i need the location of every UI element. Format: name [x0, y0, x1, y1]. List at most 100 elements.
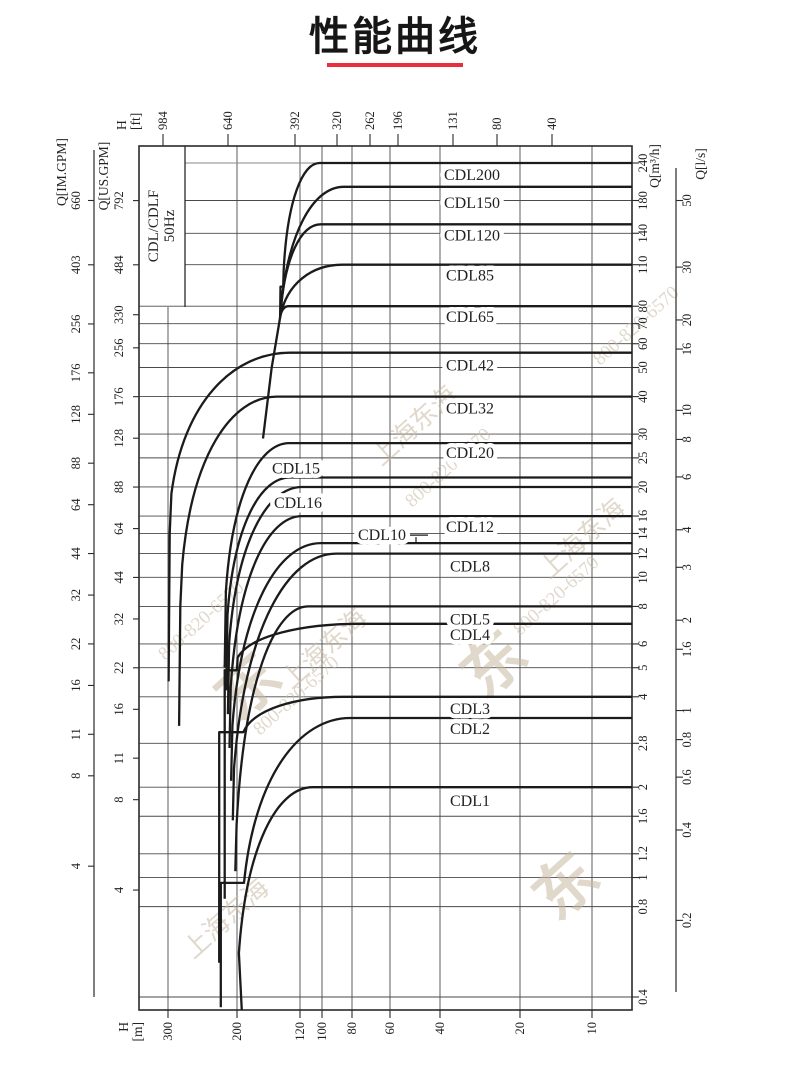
grid-layer — [139, 146, 632, 1010]
svg-text:2: 2 — [680, 617, 694, 623]
svg-text:8: 8 — [112, 797, 126, 803]
svg-text:[m]: [m] — [130, 1022, 145, 1042]
svg-text:1: 1 — [636, 874, 650, 880]
curve-label-CDL16: CDL16 — [274, 495, 322, 512]
axis-left-usgpm: 792 484 330 256 176 128 88 64 44 32 22 16 11 8 4 Q[US.G… — [96, 142, 139, 893]
svg-text:0.4: 0.4 — [636, 988, 650, 1004]
curve-CDL1 — [237, 786, 632, 1010]
svg-text:1.2: 1.2 — [636, 846, 650, 862]
axis-bottom-hm: 300 200 120 100 80 60 40 20 10 H [m] — [116, 1010, 599, 1042]
svg-text:40: 40 — [433, 1022, 447, 1035]
svg-text:16: 16 — [680, 343, 694, 356]
svg-text:88: 88 — [112, 481, 126, 494]
svg-text:10: 10 — [636, 571, 650, 584]
title-underline — [327, 63, 463, 67]
svg-text:Q[US.GPM]: Q[US.GPM] — [96, 142, 111, 211]
svg-text:5: 5 — [636, 665, 650, 671]
corner-box: CDL/CDLF 50Hz — [146, 146, 186, 307]
svg-text:0.6: 0.6 — [680, 769, 694, 785]
page-title: 性能曲线 — [309, 15, 481, 59]
svg-text:60: 60 — [636, 337, 650, 350]
svg-text:640: 640 — [221, 111, 235, 130]
curve-CDL4 — [223, 622, 632, 899]
curve-label-CDL15: CDL15 — [272, 461, 320, 478]
svg-text:128: 128 — [112, 429, 126, 448]
curve-label-CDL4: CDL4 — [450, 627, 490, 644]
svg-text:403: 403 — [69, 255, 83, 274]
svg-text:176: 176 — [112, 387, 126, 406]
svg-text:20: 20 — [636, 481, 650, 494]
svg-text:H: H — [114, 120, 129, 130]
svg-text:0.2: 0.2 — [680, 913, 694, 929]
curve-CDL15 — [225, 476, 632, 691]
svg-text:32: 32 — [69, 589, 83, 602]
curve-CDL3 — [218, 695, 632, 963]
svg-text:256: 256 — [69, 315, 83, 334]
plot-border — [138, 145, 633, 1011]
svg-text:256: 256 — [112, 338, 126, 357]
curve-label-CDL2: CDL2 — [450, 721, 490, 738]
svg-text:Q[l/s]: Q[l/s] — [693, 148, 708, 180]
svg-text:4: 4 — [112, 886, 126, 893]
svg-text:Q[m³/h]: Q[m³/h] — [647, 144, 662, 188]
curve-label-CDL120: CDL120 — [444, 227, 500, 244]
svg-text:11: 11 — [112, 752, 126, 764]
svg-text:44: 44 — [69, 547, 83, 560]
svg-text:22: 22 — [69, 638, 83, 651]
watermark-text: 东 — [520, 840, 612, 933]
axis-top-hft: 984 640 392 320 262 196 131 80 40 H [ft] — [114, 111, 559, 146]
curve-label-CDL85: CDL85 — [446, 268, 494, 285]
svg-text:16: 16 — [636, 510, 650, 523]
svg-text:1: 1 — [680, 707, 694, 713]
axis-right-m3h: 2401801401108070605040302520161412108654… — [632, 144, 662, 1005]
svg-text:4: 4 — [69, 862, 83, 869]
svg-text:792: 792 — [112, 191, 126, 210]
curve-CDL65 — [261, 305, 632, 439]
svg-text:984: 984 — [156, 111, 170, 131]
curve-CDL12 — [228, 514, 632, 749]
svg-text:40: 40 — [545, 118, 559, 131]
svg-text:330: 330 — [112, 305, 126, 324]
svg-text:88: 88 — [69, 457, 83, 470]
curve-label-CDL12: CDL12 — [446, 519, 494, 536]
curve-CDL32 — [177, 395, 632, 726]
axis-left-imgpm: 660 403 256 176 128 88 64 44 32 22 16 11 8 4 Q[IM.GPM] — [54, 138, 95, 997]
svg-text:180: 180 — [636, 191, 650, 210]
svg-text:128: 128 — [69, 405, 83, 424]
svg-text:CDL/CDLF: CDL/CDLF — [146, 190, 162, 263]
svg-text:100: 100 — [315, 1022, 329, 1041]
svg-text:64: 64 — [112, 522, 126, 535]
svg-text:262: 262 — [363, 111, 377, 130]
svg-text:50: 50 — [680, 194, 694, 207]
curve-label-CDL1: CDL1 — [450, 793, 490, 810]
svg-text:60: 60 — [383, 1022, 397, 1035]
curve-CDL2 — [219, 716, 632, 1008]
svg-text:2: 2 — [636, 784, 650, 790]
svg-text:0.8: 0.8 — [636, 899, 650, 915]
svg-text:110: 110 — [636, 256, 650, 274]
svg-text:50: 50 — [636, 361, 650, 374]
svg-text:30: 30 — [636, 428, 650, 441]
svg-text:4: 4 — [680, 526, 694, 533]
svg-text:32: 32 — [112, 613, 126, 626]
curve-CDL120 — [279, 223, 632, 316]
curve-label-CDL8: CDL8 — [450, 559, 490, 576]
svg-text:Q[IM.GPM]: Q[IM.GPM] — [54, 138, 69, 206]
svg-text:4: 4 — [636, 693, 650, 700]
svg-text:44: 44 — [112, 570, 126, 583]
curve-labels: CDL200 CDL150 CDL120 CDL85 CDL65 CDL42 CDL32 CD… — [268, 162, 505, 814]
watermark-text: 上海东海 — [178, 873, 275, 964]
svg-text:10: 10 — [585, 1022, 599, 1035]
svg-text:6: 6 — [636, 641, 650, 647]
svg-text:[ft]: [ft] — [128, 113, 143, 130]
svg-text:1.6: 1.6 — [680, 641, 694, 657]
svg-text:16: 16 — [69, 679, 83, 692]
svg-text:320: 320 — [330, 111, 344, 130]
curve-CDL42 — [167, 351, 632, 682]
svg-text:196: 196 — [391, 111, 405, 130]
svg-text:660: 660 — [69, 191, 83, 210]
svg-text:140: 140 — [636, 224, 650, 243]
pump-curves — [167, 161, 632, 1010]
